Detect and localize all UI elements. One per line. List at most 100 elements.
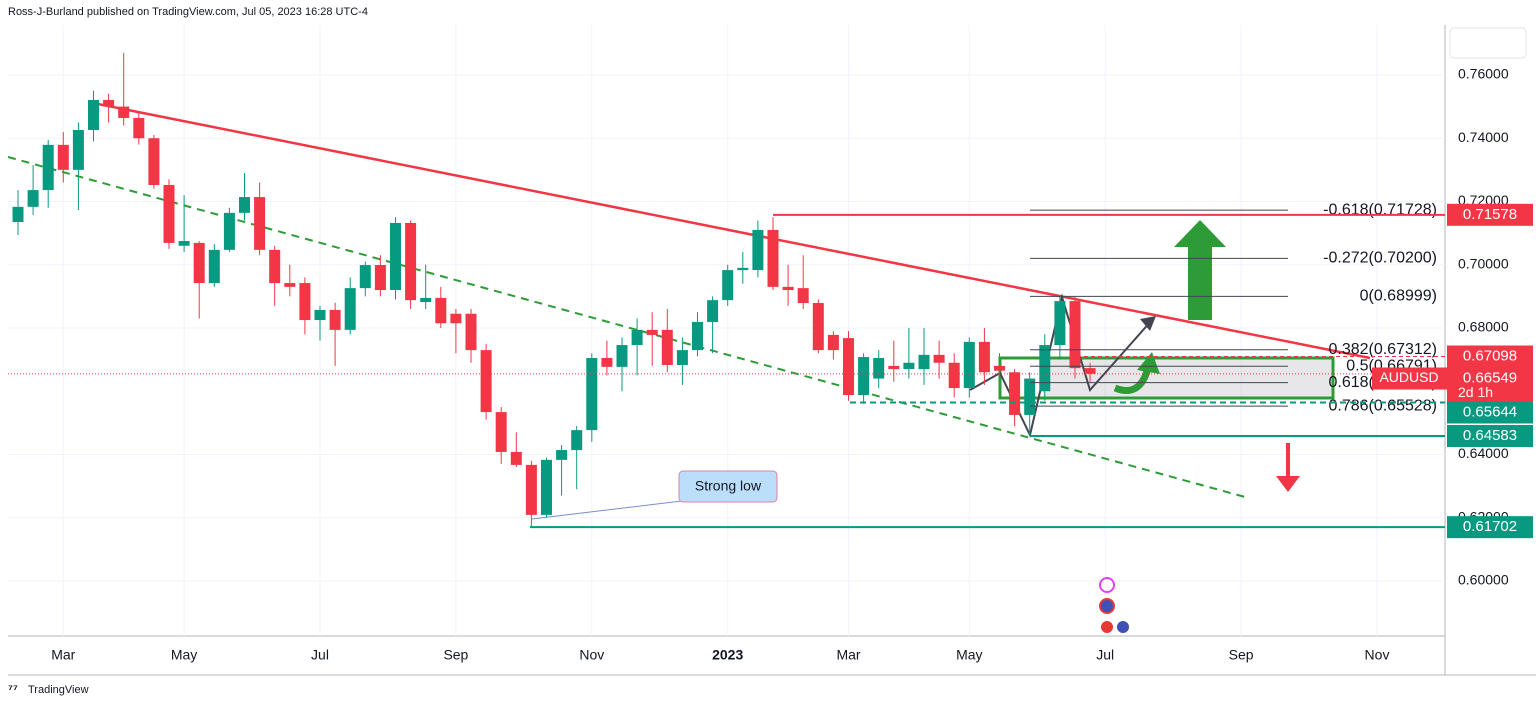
price-badge [1447, 516, 1533, 539]
curved-arrow-head [1137, 352, 1160, 374]
candle-body [465, 313, 477, 351]
curved-arrow [1113, 366, 1152, 394]
up-arrow-head [1174, 220, 1226, 247]
candle-body [344, 288, 356, 330]
candle-body [314, 309, 326, 321]
event-icon[interactable] [1099, 577, 1115, 593]
candle-body [797, 288, 809, 303]
candle-body [118, 106, 130, 118]
candle-body [692, 321, 703, 351]
candle-body [374, 265, 386, 291]
candle-body [57, 144, 69, 170]
candle-body [676, 350, 688, 365]
price-badge [1447, 401, 1533, 424]
candle-body [707, 300, 719, 322]
candle-body [812, 302, 824, 351]
price-badge-label: 0.66549 [1463, 369, 1517, 386]
candle-body [767, 229, 779, 287]
candle-body [752, 229, 764, 271]
drawings: Strong low [7, 101, 1371, 635]
candle-body [858, 357, 870, 396]
candle-body [254, 197, 266, 250]
fib-label: 0(0.68999) [1360, 288, 1437, 305]
candle-body [239, 197, 250, 213]
callout-pointer [531, 499, 691, 520]
candle-body [27, 190, 39, 207]
arrow-head [1140, 316, 1156, 331]
candle-body [888, 365, 900, 370]
price-badge-label: 0.71578 [1463, 206, 1517, 223]
candle-body [269, 249, 281, 284]
candle-body [42, 144, 54, 191]
candle-body [420, 297, 432, 303]
footer: TradingView [28, 684, 89, 696]
price-badge-label: 0.64583 [1463, 427, 1517, 444]
candle-body [299, 283, 311, 321]
candle-body [556, 450, 568, 460]
price-badge-label: 0.61702 [1463, 518, 1517, 535]
price-badge-label: 0.65644 [1463, 403, 1517, 420]
x-tick-label: Mar [836, 647, 860, 663]
event-icon[interactable] [1099, 619, 1115, 635]
x-tick-label: Jul [1096, 647, 1114, 663]
callout-box [678, 470, 778, 503]
menu-button[interactable] [1449, 27, 1527, 59]
price-badge-note: 2d 1h [1458, 384, 1493, 400]
price-badge [1447, 203, 1533, 226]
price-badge [1447, 367, 1533, 402]
x-tick-label: Nov [579, 647, 604, 663]
price-badge [1447, 425, 1533, 448]
candle-body [178, 241, 190, 246]
header: Ross-J-Burland published on TradingView.… [8, 6, 368, 18]
x-tick-label: May [956, 647, 982, 663]
symbol-badge [1372, 367, 1447, 390]
candle-body [525, 464, 537, 515]
candle-body [646, 329, 658, 335]
price-badge [1447, 345, 1533, 368]
y-tick-label: 0.76000 [1458, 66, 1509, 82]
candle-body [737, 267, 749, 271]
candle-body [963, 341, 975, 389]
event-icon[interactable] [1115, 619, 1131, 635]
candle-body [1009, 372, 1021, 415]
candle-body [631, 329, 643, 346]
logo-mark: ⁷⁷ [8, 682, 18, 696]
event-icon[interactable] [1099, 598, 1115, 614]
trendline-support [7, 156, 1246, 498]
candle-body [601, 358, 613, 367]
candle-body [1069, 301, 1081, 369]
candle-body [541, 459, 552, 515]
candle-body [978, 341, 990, 373]
candle-body [359, 265, 371, 289]
candle-body [510, 451, 522, 465]
trendline-resistance [92, 101, 1371, 360]
candle-body [480, 350, 492, 413]
candle-body [1084, 368, 1096, 374]
down-arrow-head [1276, 476, 1300, 492]
y-tick-label: 0.64000 [1458, 445, 1509, 461]
candle-body [1024, 378, 1036, 415]
candle-body [843, 338, 854, 396]
x-tick-label: 2023 [712, 647, 743, 663]
x-tick-label: Sep [443, 647, 468, 663]
candle-body [435, 297, 447, 324]
candle-body [223, 212, 235, 250]
zone [1043, 358, 1333, 398]
x-tick-label: Sep [1229, 647, 1254, 663]
candle-body [903, 362, 915, 370]
symbol-label: AUDUSD [1379, 369, 1438, 385]
y-tick-label: 0.70000 [1458, 255, 1509, 271]
candle-body [193, 242, 205, 284]
candle-body [616, 345, 628, 367]
price-badge-label: 0.67098 [1463, 347, 1517, 364]
x-tick-label: May [171, 647, 197, 663]
candle-body [208, 249, 220, 284]
y-tick-label: 0.60000 [1458, 572, 1509, 588]
candle-body [72, 129, 84, 170]
callout-text: Strong low [695, 478, 762, 494]
candle-body [994, 365, 1005, 371]
candle-body [933, 354, 945, 363]
candle-body [722, 270, 734, 301]
candle-body [405, 222, 417, 301]
